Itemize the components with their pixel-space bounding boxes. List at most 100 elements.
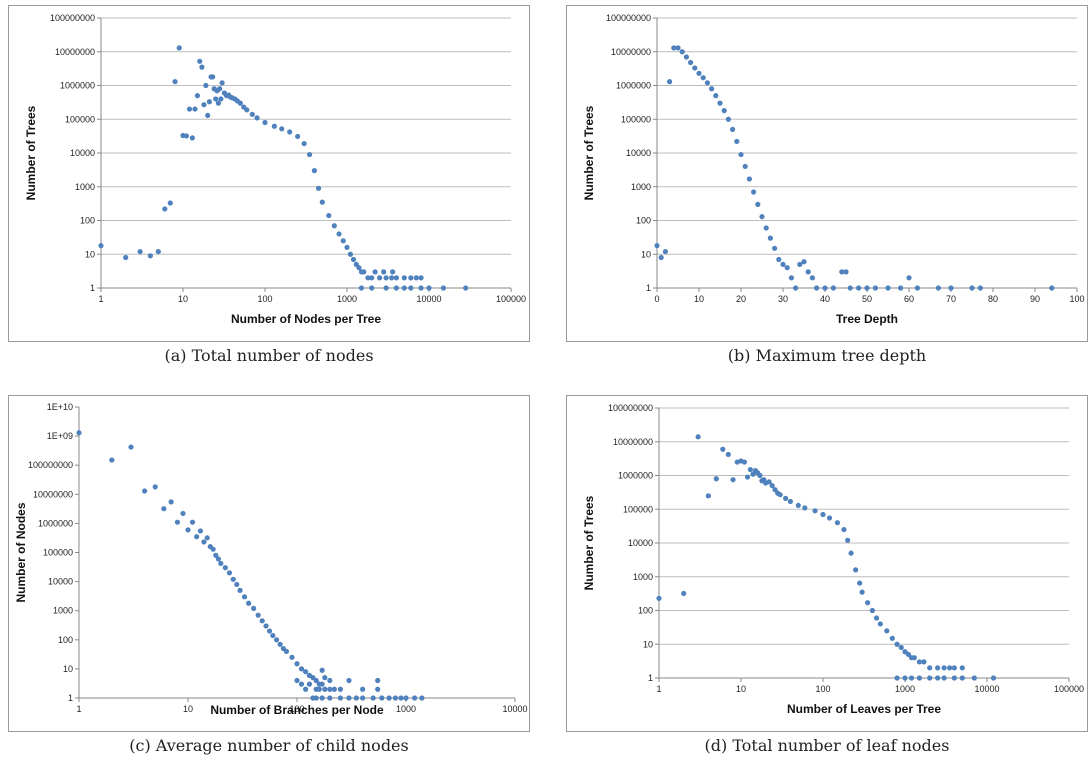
data-point — [848, 550, 854, 556]
data-point — [262, 119, 268, 126]
data-point — [927, 665, 933, 671]
data-point — [383, 275, 389, 281]
data-point — [898, 644, 904, 651]
data-point — [244, 107, 250, 113]
data-point — [289, 654, 295, 660]
data-point — [241, 594, 248, 600]
data-point — [403, 695, 409, 701]
y-tick-label: 1000 — [75, 182, 95, 192]
data-point — [350, 256, 357, 263]
data-point — [294, 661, 300, 667]
data-point — [180, 510, 186, 517]
data-point — [199, 64, 205, 70]
data-point — [834, 520, 841, 526]
x-tick-label: 1000 — [396, 704, 416, 714]
data-point — [679, 49, 685, 55]
data-point — [713, 476, 719, 482]
data-point — [326, 212, 332, 219]
data-point — [902, 675, 908, 681]
data-point — [383, 285, 389, 291]
x-tick-label: 100 — [815, 684, 830, 694]
data-point — [809, 275, 815, 281]
y-tick-label: 100000000 — [606, 13, 651, 23]
data-point — [725, 116, 731, 122]
data-point — [147, 253, 153, 259]
data-point — [826, 515, 833, 521]
data-point — [971, 675, 977, 681]
data-point — [189, 519, 196, 525]
y-tick-label: 1 — [68, 693, 73, 703]
data-point — [658, 254, 664, 261]
data-point — [695, 434, 701, 440]
chart-panel-c: 1 10 100 1000 10000 100000 1000000 10000000 1000… — [8, 395, 530, 732]
data-point — [741, 459, 747, 465]
chart-svg-b: 1101001000100001000001000000100000001000… — [582, 13, 1085, 326]
data-point — [865, 600, 871, 606]
data-point — [347, 251, 353, 257]
data-point — [360, 695, 366, 701]
x-tick-label: 10 — [183, 704, 193, 714]
y-tick-label: 10000 — [48, 577, 73, 587]
data-point — [463, 285, 469, 291]
data-point — [109, 457, 115, 463]
data-point — [123, 254, 129, 261]
x-tick-label: 60 — [904, 294, 914, 304]
data-point — [361, 269, 367, 275]
data-point — [906, 275, 912, 281]
y-tick-label: 100 — [636, 216, 651, 226]
data-point — [744, 474, 751, 480]
data-point — [372, 269, 378, 275]
data-point — [254, 115, 260, 121]
data-point — [688, 59, 694, 66]
data-point — [969, 285, 975, 291]
y-tick-label: 10000000 — [33, 489, 73, 499]
data-point — [189, 135, 195, 141]
data-point — [287, 129, 293, 135]
data-point — [755, 201, 761, 207]
data-point — [941, 675, 947, 681]
x-tick-label: 1000 — [337, 294, 357, 304]
y-tick-label: 100000000 — [50, 13, 95, 23]
data-point — [683, 54, 689, 60]
data-point — [757, 472, 763, 479]
x-axis-label: Number of Branches per Node — [210, 703, 384, 717]
y-tick-label: 100 — [638, 606, 653, 616]
data-point — [935, 285, 941, 291]
data-point — [776, 256, 782, 263]
data-point — [857, 580, 863, 586]
data-point — [845, 537, 851, 543]
data-point — [137, 248, 143, 255]
chart-svg-d: 1 10 100 1000 10000 100000 1000000 10000000 1000… — [582, 403, 1084, 716]
data-point — [251, 605, 257, 611]
data-point — [277, 641, 283, 647]
data-point — [213, 552, 219, 558]
y-tick-label: 100 — [80, 216, 95, 226]
x-tick-label: 10 — [178, 294, 188, 304]
y-tick-label: 1E+10 — [47, 402, 73, 412]
data-point — [766, 479, 772, 485]
data-point — [294, 677, 300, 684]
data-point — [783, 495, 789, 501]
data-point — [802, 505, 808, 511]
x-tick-label: 10000 — [974, 684, 999, 694]
data-point — [307, 151, 313, 158]
data-point — [237, 587, 243, 593]
data-point — [681, 590, 687, 597]
data-point — [419, 695, 425, 701]
data-point — [725, 451, 731, 458]
y-tick-label: 10 — [85, 249, 95, 259]
y-tick-label: 10000000 — [55, 47, 95, 57]
data-point — [977, 285, 983, 291]
x-tick-label: 10000 — [502, 704, 527, 714]
data-point — [894, 641, 900, 647]
x-tick-label: 1 — [656, 684, 661, 694]
x-tick-label: 1 — [76, 704, 81, 714]
data-point — [369, 285, 375, 291]
x-tick-label: 10000 — [416, 294, 441, 304]
y-tick-label: 10000 — [70, 148, 95, 158]
data-point — [869, 607, 875, 614]
data-point — [908, 675, 915, 681]
data-point — [656, 595, 662, 601]
data-point — [662, 248, 668, 255]
data-point — [128, 444, 134, 450]
